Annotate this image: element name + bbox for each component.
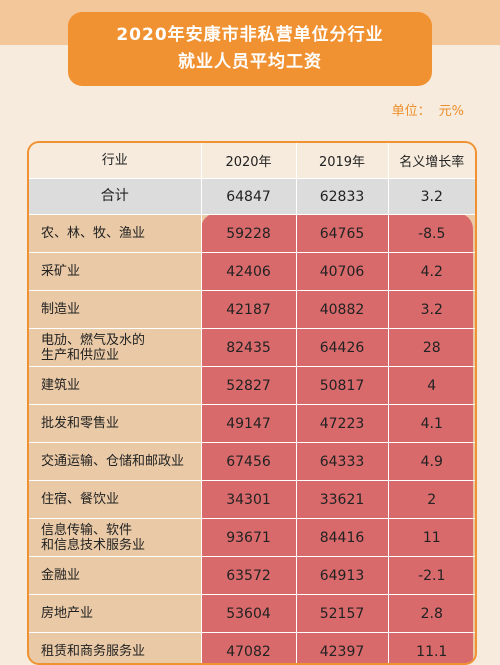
value-2020: 59228	[201, 215, 296, 253]
unit-label: 单位：	[392, 104, 431, 119]
value-2020: 42187	[201, 291, 296, 329]
growth-rate: 2	[388, 481, 475, 519]
unit-note: 单位： 元%	[384, 100, 464, 119]
value-2020: 82435	[201, 329, 296, 367]
value-2020: 42406	[201, 253, 296, 291]
industry-name-line-1: 电劢、燃气及水的	[41, 333, 201, 348]
industry-name: 农、林、牧、渔业	[29, 215, 201, 253]
total-2019: 62833	[296, 179, 388, 215]
industry-name-line-1: 住宿、餐饮业	[41, 492, 201, 507]
title-line-2: 就业人员平均工资	[68, 49, 432, 76]
value-2019: 33621	[296, 481, 388, 519]
growth-rate: 28	[388, 329, 475, 367]
title-line-1: 2020年安康市非私营单位分行业	[68, 22, 432, 49]
growth-rate: 11.1	[388, 633, 475, 665]
value-2019: 64913	[296, 557, 388, 595]
wage-table-container: 行业 2020年 2019年 名义增长率 合计 64847 62833 3.2 …	[27, 141, 477, 665]
wage-table: 行业 2020年 2019年 名义增长率 合计 64847 62833 3.2 …	[29, 143, 475, 665]
header-industry: 行业	[29, 143, 201, 179]
value-2019: 47223	[296, 405, 388, 443]
value-2020: 67456	[201, 443, 296, 481]
industry-name-line-1: 交通运输、仓储和邮政业	[41, 454, 201, 469]
industry-name-line-1: 建筑业	[41, 378, 201, 393]
industry-name-line-1: 批发和零售业	[41, 416, 201, 431]
value-2020: 52827	[201, 367, 296, 405]
growth-rate: -8.5	[388, 215, 475, 253]
value-2019: 64765	[296, 215, 388, 253]
header-growth: 名义增长率	[388, 143, 475, 179]
industry-name-line-1: 采矿业	[41, 264, 201, 279]
unit-value: 元%	[439, 104, 464, 119]
industry-name: 制造业	[29, 291, 201, 329]
industry-name: 房地产业	[29, 595, 201, 633]
growth-rate: 4.1	[388, 405, 475, 443]
value-2020: 63572	[201, 557, 296, 595]
industry-name-line-1: 房地产业	[41, 606, 201, 621]
industry-name-line-1: 信息传输、软件	[41, 523, 201, 538]
value-2019: 50817	[296, 367, 388, 405]
total-row: 合计 64847 62833 3.2	[29, 179, 475, 215]
value-2020: 34301	[201, 481, 296, 519]
value-2019: 64333	[296, 443, 388, 481]
growth-rate: 4.9	[388, 443, 475, 481]
value-2020: 47082	[201, 633, 296, 665]
value-2019: 40706	[296, 253, 388, 291]
total-2020: 64847	[201, 179, 296, 215]
industry-name: 金融业	[29, 557, 201, 595]
value-2020: 53604	[201, 595, 296, 633]
value-2019: 40882	[296, 291, 388, 329]
value-2019: 52157	[296, 595, 388, 633]
industry-name-line-2: 和信息技术服务业	[41, 538, 201, 553]
header-2020: 2020年	[201, 143, 296, 179]
value-2020: 93671	[201, 519, 296, 557]
industry-name: 信息传输、软件和信息技术服务业	[29, 519, 201, 557]
industry-name-line-1: 租赁和商务服务业	[41, 644, 201, 659]
industry-name-line-1: 制造业	[41, 302, 201, 317]
growth-rate: 4	[388, 367, 475, 405]
growth-rate: 3.2	[388, 291, 475, 329]
value-2019: 64426	[296, 329, 388, 367]
growth-rate: -2.1	[388, 557, 475, 595]
industry-name: 电劢、燃气及水的生产和供应业	[29, 329, 201, 367]
header-2019: 2019年	[296, 143, 388, 179]
value-2019: 42397	[296, 633, 388, 665]
value-2019: 84416	[296, 519, 388, 557]
industry-name-line-1: 农、林、牧、渔业	[41, 226, 201, 241]
total-label: 合计	[29, 179, 201, 215]
value-2020: 49147	[201, 405, 296, 443]
total-growth: 3.2	[388, 179, 475, 215]
industry-name: 住宿、餐饮业	[29, 481, 201, 519]
title-banner: 2020年安康市非私营单位分行业 就业人员平均工资	[68, 12, 432, 86]
industry-name: 批发和零售业	[29, 405, 201, 443]
industry-name-line-1: 金融业	[41, 568, 201, 583]
industry-name: 采矿业	[29, 253, 201, 291]
industry-name: 建筑业	[29, 367, 201, 405]
industry-name: 租赁和商务服务业	[29, 633, 201, 665]
industry-name: 交通运输、仓储和邮政业	[29, 443, 201, 481]
table-header-row: 行业 2020年 2019年 名义增长率	[29, 143, 475, 179]
growth-rate: 2.8	[388, 595, 475, 633]
growth-rate: 4.2	[388, 253, 475, 291]
industry-name-line-2: 生产和供应业	[41, 348, 201, 363]
growth-rate: 11	[388, 519, 475, 557]
